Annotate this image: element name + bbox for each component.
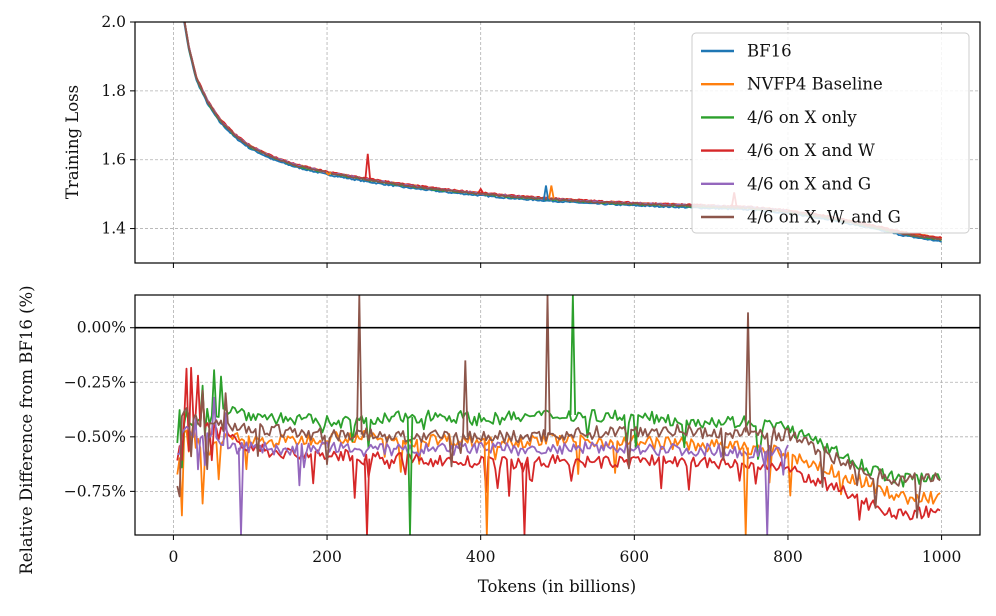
x-tick-label: 0	[168, 548, 178, 566]
top-y-tick-label: 1.4	[101, 220, 126, 238]
bottom-series-line	[176, 369, 941, 488]
bottom-spike-mark	[406, 416, 414, 535]
bottom-series-line	[176, 389, 941, 519]
bottom-spike-mark	[237, 447, 245, 535]
bottom-y-tick-label: 0.00%	[77, 319, 126, 337]
x-tick-label: 1000	[922, 548, 961, 566]
bottom-spike-mark	[462, 360, 469, 437]
top-spike-mark	[542, 185, 550, 201]
x-tick-label: 800	[773, 548, 803, 566]
bottom-spike-mark	[742, 447, 749, 535]
bottom-y-ticks: 0.00% −0.25% −0.50% −0.75%	[64, 319, 135, 500]
bottom-spike-mark	[764, 451, 771, 535]
bottom-spike-mark	[569, 295, 577, 416]
bottom-spike-mark	[356, 295, 363, 435]
x-tick-label: 200	[312, 548, 342, 566]
bottom-y-tick-label: −0.50%	[64, 428, 126, 446]
top-y-tick-label: 1.8	[101, 82, 126, 100]
bottom-y-axis-title: Relative Difference from BF16 (%)	[17, 285, 36, 574]
legend-label: 4/6 on X, W, and G	[747, 208, 901, 227]
top-spike-mark	[364, 153, 371, 179]
top-x-ticks	[172, 263, 943, 268]
bottom-spike-mark	[363, 458, 371, 535]
top-plot-frame	[134, 21, 981, 264]
top-y-ticks: 1.4 1.6 1.8 2.0	[101, 13, 135, 238]
legend-label: 4/6 on X only	[747, 108, 857, 127]
legend: BF16 NVFP4 Baseline 4/6 on X only 4/6 on X …	[691, 32, 970, 234]
relative-difference-panel: 0.00% −0.25% −0.50% −0.75% 0 200 400 600 800 100…	[17, 285, 981, 596]
bottom-x-ticks: 0 200 400 600 800 1000	[168, 535, 961, 566]
bottom-y-tick-label: −0.75%	[64, 482, 126, 500]
legend-box	[691, 32, 970, 234]
bottom-series-line	[176, 421, 941, 517]
top-y-tick-label: 2.0	[101, 13, 126, 31]
top-spike-mark	[548, 185, 555, 199]
x-axis-title: Tokens (in billions)	[478, 577, 636, 596]
legend-label: NVFP4 Baseline	[747, 75, 883, 94]
bottom-series-lines	[176, 295, 941, 535]
legend-label: BF16	[747, 42, 792, 61]
bottom-plot-frame	[134, 294, 981, 536]
legend-label: 4/6 on X and W	[747, 141, 875, 160]
top-spike-mark	[325, 171, 332, 176]
x-tick-label: 600	[620, 548, 650, 566]
top-y-axis-title: Training Loss	[63, 85, 82, 199]
bottom-series-line	[176, 366, 941, 521]
top-y-tick-label: 1.6	[101, 151, 126, 169]
bottom-y-tick-label: −0.25%	[64, 373, 126, 391]
x-tick-label: 400	[466, 548, 496, 566]
bottom-spike-mark	[521, 462, 528, 535]
bottom-spike-mark	[744, 312, 752, 433]
bottom-spike-mark	[544, 295, 551, 436]
legend-label: 4/6 on X and G	[747, 174, 871, 193]
training-loss-panel: 1.4 1.6 1.8 2.0 Training Loss BF16 NVFP4 Bas…	[63, 13, 981, 268]
bottom-series-line	[177, 396, 789, 487]
top-spike-mark	[477, 187, 484, 194]
bottom-spike-mark	[483, 441, 491, 535]
